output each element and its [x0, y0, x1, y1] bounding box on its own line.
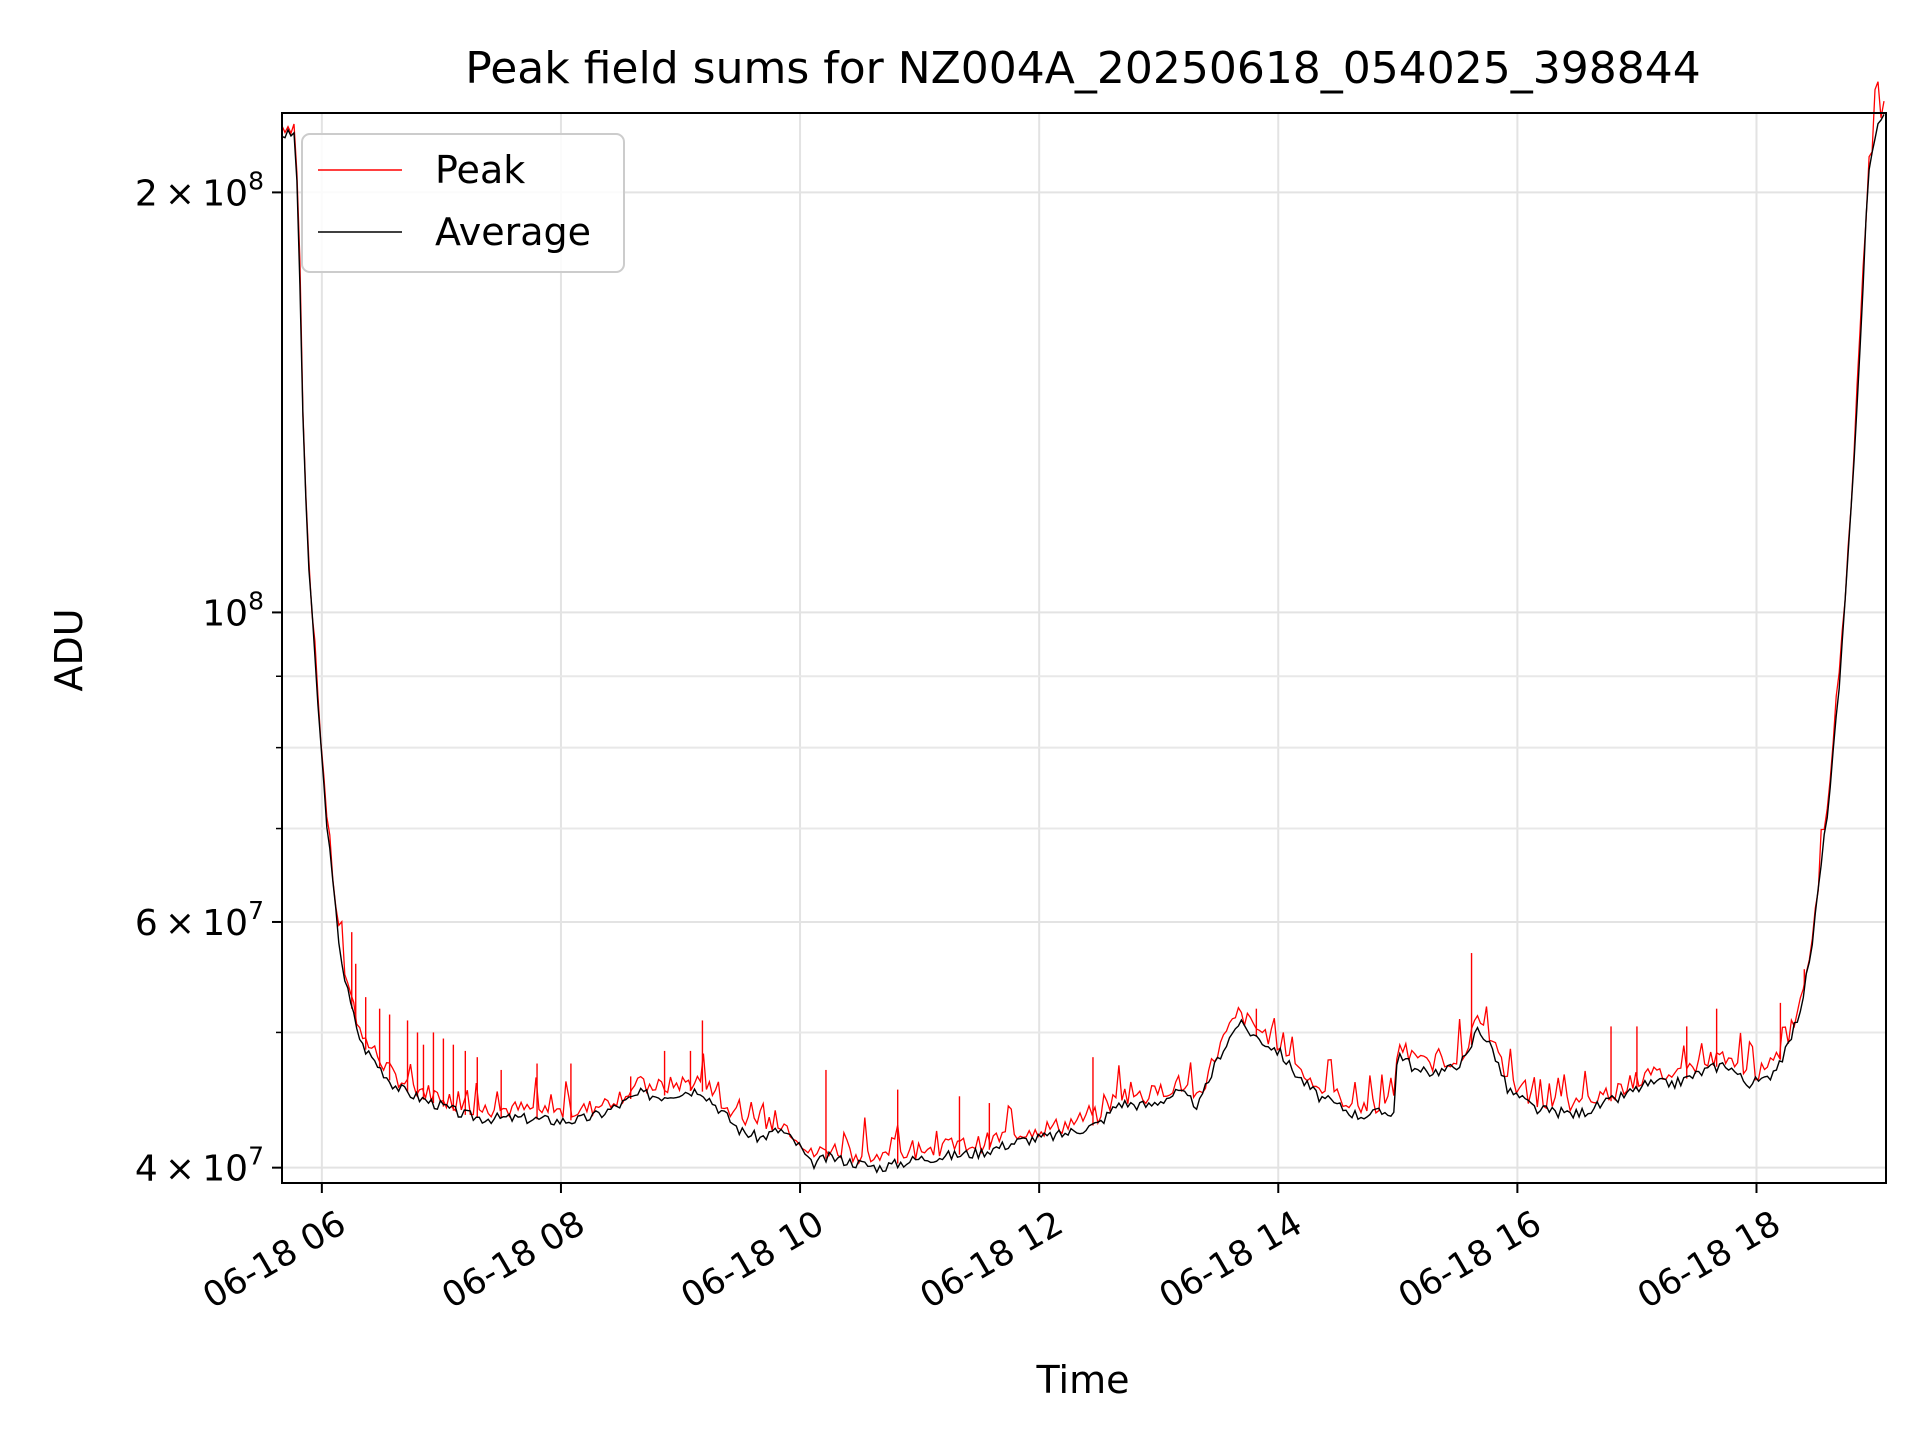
y-tick-exponent: 8	[248, 166, 264, 195]
y-tick-exponent: 7	[248, 1142, 264, 1171]
y-tick-label: 108	[202, 586, 264, 634]
x-axis-label: Time	[1036, 1358, 1130, 1402]
y-tick-label: 2 × 108	[135, 166, 264, 214]
legend-label-average: Average	[435, 210, 591, 254]
peak-series-line	[281, 81, 1885, 1165]
y-tick-mantissa: 6 × 10	[135, 903, 248, 944]
plot-series	[281, 81, 1885, 1174]
y-tick-label: 4 × 107	[135, 1142, 264, 1190]
legend-box	[301, 133, 625, 273]
legend: Peak Average	[301, 133, 625, 273]
y-tick-exponent: 7	[248, 896, 264, 925]
y-tick-label: 6 × 107	[135, 896, 264, 944]
y-tick-mantissa: 4 × 10	[135, 1149, 248, 1190]
y-tick-mantissa: 10	[202, 593, 248, 634]
y-tick-mantissa: 2 × 10	[135, 173, 248, 214]
plot-frame	[281, 112, 1887, 1184]
y-tick-exponent: 8	[248, 586, 264, 615]
chart-title: Peak field sums for NZ004A_20250618_0540…	[465, 43, 1700, 94]
y-axis-label: ADU	[47, 608, 91, 691]
average-series-line	[281, 114, 1885, 1174]
legend-label-peak: Peak	[435, 148, 525, 192]
